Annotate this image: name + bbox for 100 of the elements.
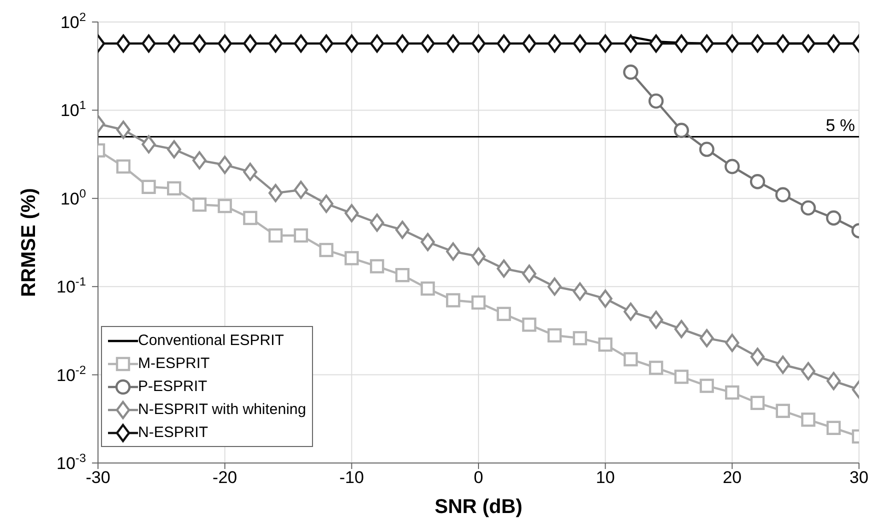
point <box>700 329 714 348</box>
point <box>471 34 486 53</box>
point <box>319 242 334 258</box>
point <box>167 140 182 158</box>
point <box>294 34 308 53</box>
point <box>648 93 664 109</box>
y-tick-label: 10$^{2}$ <box>60 10 86 32</box>
point <box>319 34 334 53</box>
point <box>522 264 536 283</box>
point <box>218 156 232 174</box>
point <box>648 360 664 375</box>
point <box>725 34 740 53</box>
legend-label: P-ESPRIT <box>138 378 208 395</box>
point <box>294 228 308 243</box>
point <box>826 210 842 226</box>
y-tick-label: 10$^{-3}$ <box>56 451 86 473</box>
point <box>344 204 359 222</box>
legend-label: N-ESPRIT <box>138 424 208 441</box>
legend-label: N-ESPRIT with whitening <box>138 401 306 418</box>
point <box>750 34 765 53</box>
point <box>116 159 130 174</box>
point <box>624 34 638 53</box>
point <box>142 34 156 53</box>
point <box>522 318 536 332</box>
point <box>775 187 790 202</box>
point <box>648 34 664 53</box>
point <box>446 293 460 308</box>
point <box>598 338 612 352</box>
point <box>725 334 740 352</box>
y-axis-title: RRMSE (%) <box>18 188 40 297</box>
point <box>750 174 766 190</box>
point <box>674 370 689 384</box>
y-tick-label: 10$^{-2}$ <box>56 362 86 385</box>
point <box>700 34 714 53</box>
y-tick-label: 10$^{-1}$ <box>56 274 86 297</box>
x-tick-label: -30 <box>86 468 110 488</box>
legend-label: M-ESPRIT <box>138 355 210 372</box>
point <box>167 181 182 196</box>
point <box>624 302 638 321</box>
point <box>471 295 486 310</box>
point <box>420 34 435 53</box>
point <box>826 372 841 390</box>
point <box>496 306 511 322</box>
point <box>801 412 816 427</box>
x-tick-label: -10 <box>339 468 364 488</box>
point <box>395 220 410 239</box>
point <box>826 420 841 435</box>
point <box>192 151 207 170</box>
x-tick-label: 0 <box>474 468 484 488</box>
point <box>218 198 232 214</box>
point <box>268 184 283 202</box>
point <box>624 352 638 366</box>
point <box>370 214 384 232</box>
point <box>116 120 130 139</box>
point <box>623 64 638 80</box>
y-tick-label: 10$^{0}$ <box>60 186 86 208</box>
point <box>243 34 258 53</box>
point <box>370 34 384 53</box>
point <box>674 34 689 53</box>
point <box>395 34 410 53</box>
x-axis-title: SNR (dB) <box>434 496 522 518</box>
point <box>344 251 359 266</box>
point <box>724 158 740 174</box>
point <box>218 34 232 53</box>
x-tick-label: 10 <box>596 468 615 488</box>
point <box>243 210 258 226</box>
point <box>572 331 588 346</box>
point <box>496 34 511 53</box>
point <box>826 34 841 53</box>
point <box>572 282 588 301</box>
point <box>776 356 790 374</box>
point <box>648 310 664 329</box>
point <box>725 385 740 400</box>
x-tick-label: -20 <box>212 468 238 488</box>
legend-label: Conventional ESPRIT <box>138 332 284 349</box>
point <box>750 348 765 366</box>
point <box>420 281 435 296</box>
point <box>801 362 816 380</box>
point <box>395 268 410 282</box>
ref-line-label: 5 % <box>826 116 855 135</box>
point <box>370 259 384 274</box>
point <box>522 34 536 53</box>
point <box>471 247 486 266</box>
point <box>496 259 511 278</box>
x-tick-label: 20 <box>722 468 742 488</box>
point <box>548 278 562 296</box>
point <box>700 378 714 393</box>
point <box>750 396 765 410</box>
point <box>268 228 283 243</box>
point <box>548 328 562 342</box>
point <box>598 290 612 308</box>
x-tick-label: 30 <box>850 468 868 488</box>
point <box>572 34 588 53</box>
point <box>420 232 435 252</box>
point <box>142 135 156 154</box>
point <box>548 34 562 53</box>
point <box>192 34 207 53</box>
point <box>446 34 460 53</box>
point <box>446 242 460 261</box>
point <box>243 162 258 181</box>
